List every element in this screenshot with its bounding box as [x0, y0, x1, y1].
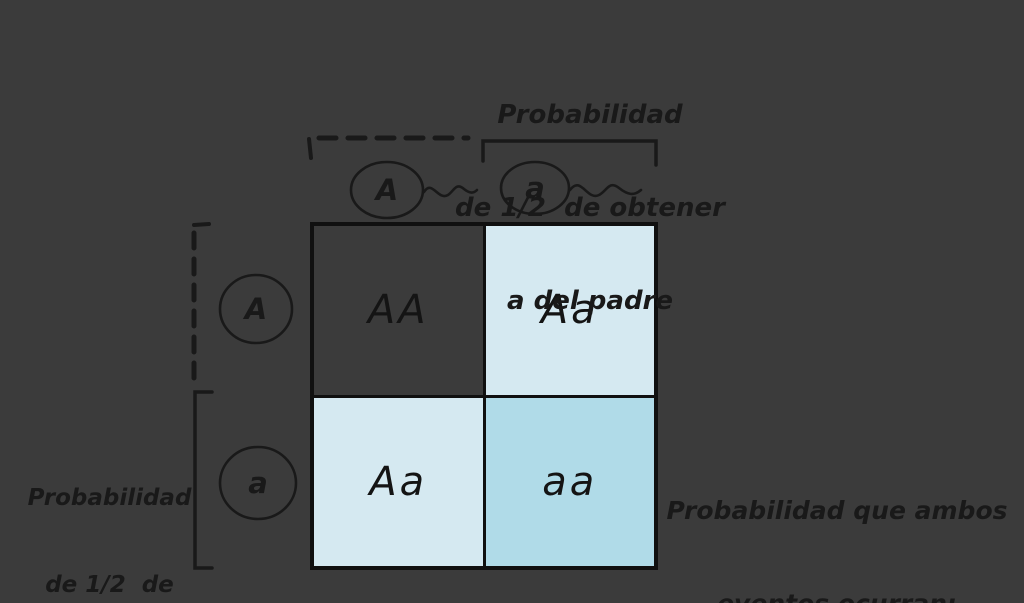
father-allele-A: A — [375, 173, 399, 207]
punnett-cell-Aa-top: Aa — [485, 226, 654, 395]
joint-probability-line1: Probabilidad que ambos — [666, 496, 1008, 525]
joint-probability-label: Probabilidad que ambos eventos ocurran: … — [662, 433, 1012, 603]
mother-bracket-dashed — [191, 222, 211, 385]
punnett-cell-AA: AA — [314, 226, 483, 395]
father-probability-line2: de 1/2 de obtener — [455, 193, 725, 223]
father-probability-label: Probabilidad de 1/2 de obtener a del pad… — [440, 38, 740, 379]
father-probability-line1: Probabilidad — [497, 100, 683, 130]
mother-probability-line1: Probabilidad — [27, 485, 192, 511]
punnett-grid: AA Aa Aa aa — [310, 222, 658, 570]
father-allele-a: a — [525, 171, 545, 205]
mother-probability-label: Probabilidad de 1/2 de obtener a de la m… — [12, 426, 207, 603]
mother-allele-a: a — [248, 466, 268, 500]
punnett-cell-Aa-bottom: Aa — [314, 397, 483, 566]
mother-allele-A: A — [244, 292, 268, 326]
joint-probability-line2: eventos ocurran: — [662, 588, 1012, 603]
mother-probability-line2: de 1/2 de — [45, 572, 174, 598]
punnett-cell-aa: aa — [485, 397, 654, 566]
father-probability-line3: a del padre — [506, 286, 674, 316]
